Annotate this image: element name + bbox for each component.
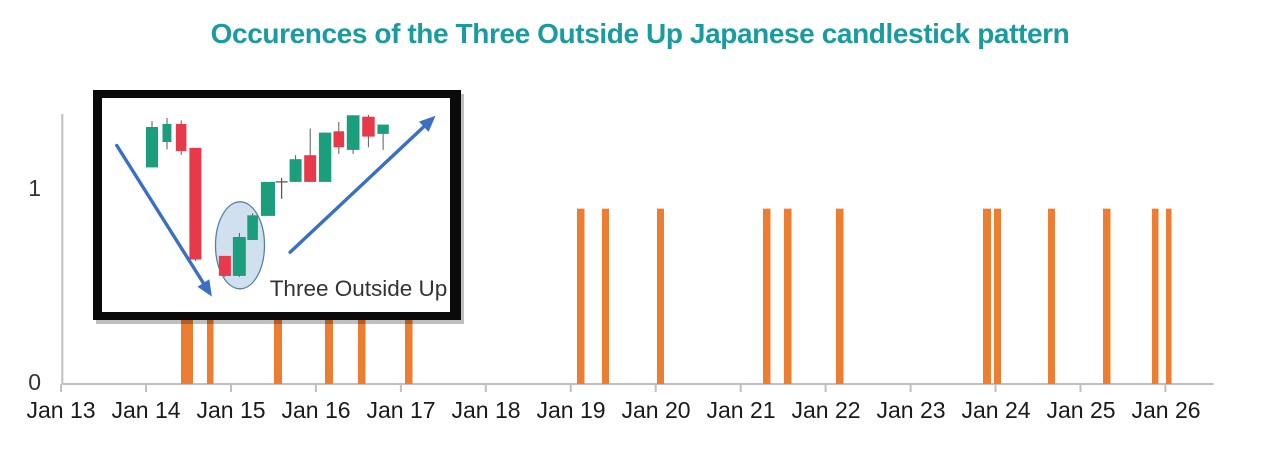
svg-text:Jan 19: Jan 19 bbox=[536, 397, 605, 423]
svg-text:Jan 14: Jan 14 bbox=[111, 397, 180, 423]
svg-text:Jan 13: Jan 13 bbox=[26, 397, 95, 423]
svg-text:Three Outside Up: Three Outside Up bbox=[270, 276, 448, 301]
svg-text:Jan 26: Jan 26 bbox=[1131, 397, 1200, 423]
svg-text:1: 1 bbox=[28, 175, 41, 201]
svg-text:Jan 24: Jan 24 bbox=[961, 397, 1030, 423]
svg-text:Jan 16: Jan 16 bbox=[281, 397, 350, 423]
svg-text:Jan 15: Jan 15 bbox=[196, 397, 265, 423]
svg-text:Jan 25: Jan 25 bbox=[1046, 397, 1115, 423]
svg-text:Jan 20: Jan 20 bbox=[621, 397, 690, 423]
svg-text:Jan 18: Jan 18 bbox=[451, 397, 520, 423]
svg-text:Jan 23: Jan 23 bbox=[876, 397, 945, 423]
svg-text:0: 0 bbox=[28, 369, 41, 395]
svg-text:Jan 17: Jan 17 bbox=[366, 397, 435, 423]
svg-text:Jan 22: Jan 22 bbox=[791, 397, 860, 423]
svg-text:Jan 21: Jan 21 bbox=[706, 397, 775, 423]
